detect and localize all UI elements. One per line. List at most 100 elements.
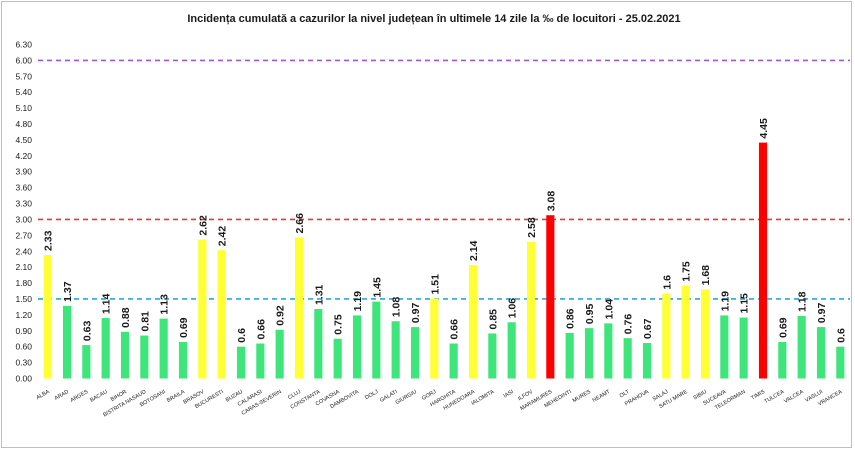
data-label: 0.6 [835,328,847,343]
bar-teleorman [739,317,748,379]
data-label: 0.97 [816,302,828,323]
y-tick-label: 4.80 [15,119,32,129]
bar-harghita [449,343,458,379]
bar-alba [43,254,52,379]
data-label: 0.76 [623,314,635,335]
data-label: 0.69 [777,317,789,338]
data-label: 0.97 [410,302,422,323]
bar-vrancea [836,346,845,379]
data-label: 1.51 [429,274,441,295]
bar-suceava [720,315,729,379]
x-tick-label: TULCEA [764,389,786,405]
y-tick-label: 3.60 [15,183,32,193]
y-tick-label: 3.90 [15,167,32,177]
x-tick-label: VALCEA [783,389,805,405]
bar-ialomita [488,333,497,379]
bar-valcea [797,315,806,379]
bar-ilfov [526,241,536,379]
data-label: 1.13 [159,294,171,315]
data-label: 0.6 [236,328,248,343]
bar-bucuresti [217,250,226,379]
x-tick-label: DOLJ [364,389,379,401]
bar-bacau [101,318,110,379]
y-tick-label: 4.50 [15,135,32,145]
bar-iasi [507,322,516,379]
y-tick-label: 6.30 [15,40,32,50]
data-label: 4.45 [758,118,770,139]
data-label: 1.06 [507,298,519,319]
data-label: 1.75 [681,261,693,282]
bar-brasov [198,239,207,379]
data-label: 0.67 [642,318,654,339]
bar-mures [584,328,594,379]
y-tick-label: 5.40 [15,87,32,97]
data-label: 1.14 [101,293,113,314]
bar-vaslui [816,327,826,379]
bars-group [43,142,845,379]
data-label: 1.19 [352,291,364,312]
reference-lines [38,59,850,300]
y-tick-label: 1.20 [15,310,32,320]
data-label: 3.08 [545,191,557,212]
bar-giurgiu [410,327,420,379]
bar-constanta [314,309,323,379]
data-label: 0.63 [81,321,93,342]
bar-olt [623,338,632,379]
bar-arad [62,305,72,379]
data-label: 0.69 [178,317,190,338]
data-label: 1.37 [62,281,74,302]
y-tick-label: 4.20 [15,151,32,161]
bar-neamt [604,323,613,379]
x-tick-label: BACAU [89,389,108,404]
data-label: 2.33 [43,230,55,251]
bar-gorj [430,298,439,379]
bar-tulcea [778,341,787,379]
y-tick-label: 1.80 [15,278,32,288]
y-tick-label: 5.70 [15,71,32,81]
data-label: 2.14 [468,240,480,261]
y-tick-label: 1.50 [15,294,32,304]
bar-hunedoara [468,265,478,379]
bar-bistrita-nasaud [140,335,149,379]
y-axis: 0.00 0.30 0.60 0.90 1.20 1.50 1.80 2.10 2.40 2.70… [15,40,32,384]
bar-prahova [642,342,652,379]
data-label: 0.92 [275,305,287,326]
data-label: 0.66 [255,319,267,340]
data-label: 1.68 [700,265,712,286]
y-tick-label: 2.70 [15,230,32,240]
data-label: 0.95 [584,304,596,325]
bar-galati [391,321,400,379]
bar-salaj [662,293,671,379]
data-label: 0.66 [449,319,461,340]
data-label: 0.75 [333,314,345,335]
data-label: 1.19 [719,291,731,312]
x-tick-label: IASI [503,389,515,400]
bar-cluj [294,237,304,379]
data-label: 2.58 [526,217,538,238]
data-label: 1.31 [313,284,325,305]
data-label: 1.04 [603,299,615,320]
data-label: 1.15 [739,293,751,314]
x-tick-label: ALBA [35,389,50,401]
y-tick-label: 6.00 [15,55,32,65]
x-tick-label: MURES [572,389,592,404]
bar-bihor [120,331,130,379]
data-label: 0.81 [139,311,151,332]
x-tick-label: OLT [619,389,631,400]
bar-calarasi [256,343,265,379]
chart-title: Incidența cumulată a cazurilor la nivel … [187,13,680,25]
bar-mehedinti [565,332,574,379]
data-label: 1.08 [391,297,403,318]
bar-covasna [333,338,342,379]
y-tick-label: 0.60 [15,342,32,352]
bar-braila [178,341,188,379]
data-label: 1.18 [797,291,809,312]
data-label: 0.88 [120,307,132,328]
bar-caras-severin [275,329,284,379]
y-tick-label: 0.00 [15,374,32,384]
y-tick-label: 0.90 [15,326,32,336]
y-tick-label: 3.30 [15,199,32,209]
y-tick-label: 5.10 [15,103,32,113]
x-tick-label: ARGES [70,389,90,404]
